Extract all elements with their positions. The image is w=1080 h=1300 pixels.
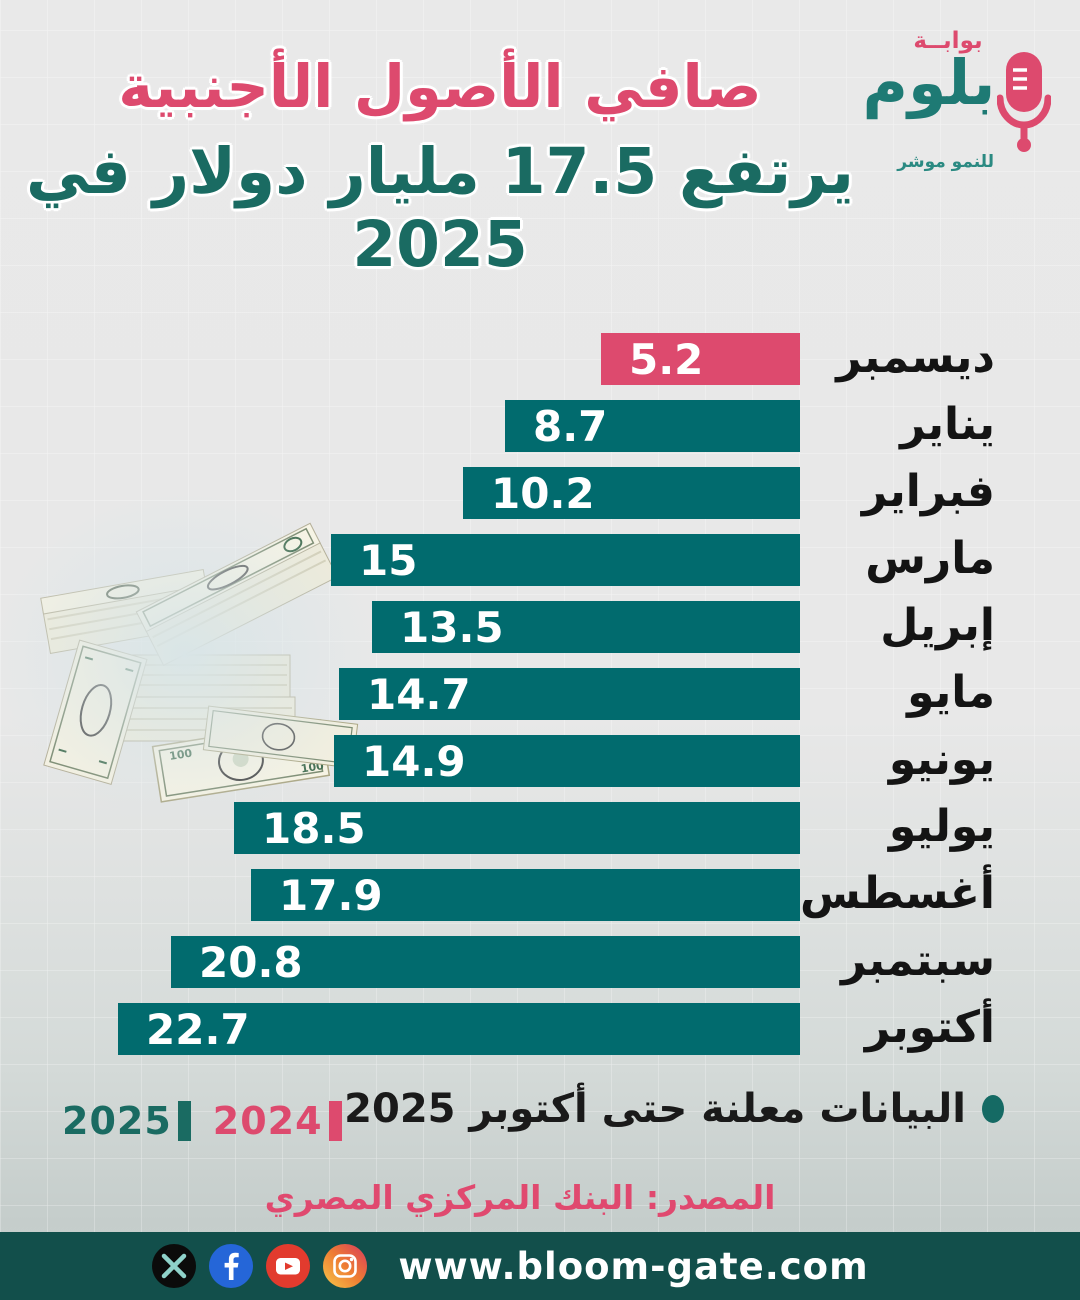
month-label: يوليو — [888, 801, 995, 852]
x-twitter-icon[interactable] — [151, 1243, 197, 1289]
logo-top-word: بوابــة — [913, 28, 983, 54]
legend-item: 2024 — [213, 1099, 342, 1143]
value-bar: 8.7 — [505, 400, 800, 452]
money-stacks-illustration: 100 100 — [0, 490, 375, 820]
page-title-line2: يرتفع 17.5 مليار دولار في 2025 — [25, 135, 855, 281]
value-bar: 15 — [331, 534, 800, 586]
value-bar: 10.2 — [463, 467, 800, 519]
page-title-line1: صافي الأصول الأجنبية — [118, 52, 762, 121]
legend-label: 2025 — [62, 1099, 172, 1143]
legend-marker — [177, 1101, 191, 1141]
youtube-icon[interactable] — [265, 1243, 311, 1289]
bar-row: 15 مارس — [0, 534, 1080, 586]
value-bar: 22.7 — [118, 1003, 800, 1055]
month-label: مايو — [907, 667, 995, 718]
note-bullet-icon — [982, 1095, 1004, 1123]
footer-bar: www.bloom-gate.com — [0, 1232, 1080, 1300]
value-bar: 14.9 — [334, 735, 800, 787]
month-label: فبراير — [861, 466, 995, 517]
bar-row: 8.7 يناير — [0, 400, 1080, 452]
bar-row: 10.2 فبراير — [0, 467, 1080, 519]
legend-label: 2024 — [212, 1099, 323, 1143]
bar-row: 20.8 سبتمبر — [0, 936, 1080, 988]
bar-row: 18.5 يوليو — [0, 802, 1080, 854]
bar-value-label: 8.7 — [533, 401, 608, 451]
bar-value-label: 10.2 — [491, 468, 595, 518]
bar-row: 22.7 أكتوبر — [0, 1003, 1080, 1055]
source-text: المصدر: البنك المركزي المصري — [264, 1178, 776, 1217]
bar-value-label: 20.8 — [199, 937, 303, 987]
bar-value-label: 17.9 — [279, 870, 383, 920]
month-label: ديسمبر — [836, 332, 995, 383]
value-bar: 18.5 — [234, 802, 800, 854]
value-bar: 17.9 — [251, 869, 800, 921]
bloom-logo: بوابــة بلوم للنمو موشر — [852, 28, 1062, 172]
note-text: البيانات معلنة حتى أكتوبر 2025 — [344, 1086, 966, 1132]
legend-item: 2025 — [62, 1099, 191, 1143]
month-label: يناير — [900, 399, 995, 450]
bar-row: 13.5 إبريل — [0, 601, 1080, 653]
bar-value-label: 18.5 — [262, 803, 366, 853]
facebook-icon[interactable] — [208, 1243, 254, 1289]
website-url[interactable]: www.bloom-gate.com — [398, 1244, 869, 1288]
bar-value-label: 13.5 — [400, 602, 504, 652]
month-label: أغسطس — [800, 868, 995, 919]
bar-value-label: 14.7 — [367, 669, 471, 719]
value-bar: 13.5 — [372, 601, 800, 653]
logo-tagline: للنمو موشر — [897, 152, 994, 172]
chart-legend: 2025 2024 — [62, 1099, 342, 1143]
value-bar: 14.7 — [339, 668, 800, 720]
title-block: صافي الأصول الأجنبية يرتفع 17.5 مليار دو… — [0, 52, 880, 281]
logo-name: بلوم — [862, 46, 996, 119]
bar-value-label: 14.9 — [362, 736, 466, 786]
month-label: مارس — [865, 533, 995, 584]
legend-marker — [328, 1101, 342, 1141]
bar-row: 14.9 يونيو — [0, 735, 1080, 787]
bar-row: 14.7 مايو — [0, 668, 1080, 720]
bar-value-label: 15 — [359, 535, 418, 585]
month-label: إبريل — [880, 600, 995, 651]
month-label: سبتمبر — [840, 935, 995, 986]
value-bar: 5.2 — [601, 333, 800, 385]
money-backdrop — [0, 490, 375, 820]
bar-row: 17.9 أغسطس — [0, 869, 1080, 921]
instagram-icon[interactable] — [322, 1243, 368, 1289]
data-note: البيانات معلنة حتى أكتوبر 2025 — [344, 1086, 1004, 1132]
value-bar: 20.8 — [171, 936, 800, 988]
bar-row: 5.2 ديسمبر — [0, 333, 1080, 385]
month-label: أكتوبر — [864, 1002, 995, 1053]
microphone-icon — [996, 50, 1052, 158]
bar-value-label: 5.2 — [629, 334, 704, 384]
month-label: يونيو — [888, 734, 995, 785]
bar-chart: 5.2 ديسمبر 8.7 يناير 10.2 فبراير 15 مارس 13.5 إبر… — [0, 333, 1080, 1070]
bar-value-label: 22.7 — [146, 1004, 250, 1054]
